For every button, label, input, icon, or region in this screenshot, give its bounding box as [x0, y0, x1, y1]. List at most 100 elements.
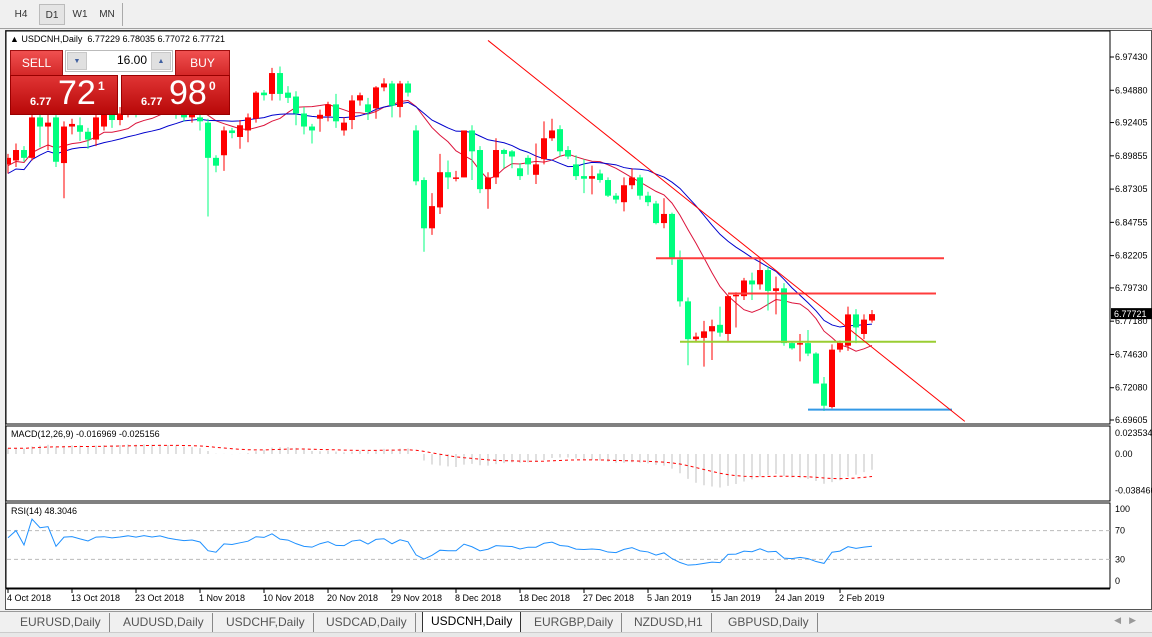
- candle: [285, 86, 291, 104]
- current-price-label: 6.77721: [1114, 309, 1147, 319]
- scroll-right-icon[interactable]: ▶: [1129, 615, 1144, 625]
- date-label: 13 Oct 2018: [71, 593, 120, 603]
- date-label: 20 Nov 2018: [327, 593, 378, 603]
- candle-body: [605, 180, 611, 196]
- candle-body: [317, 114, 323, 119]
- candle-body: [373, 87, 379, 109]
- price-tick-label: 6.92405: [1115, 118, 1148, 128]
- timeframe-d1[interactable]: D1: [39, 4, 65, 25]
- candle-body: [805, 343, 811, 354]
- timeframe-w1[interactable]: W1: [72, 9, 88, 20]
- candle-body: [437, 172, 443, 208]
- lot-size-stepper[interactable]: ▼ 16.00 ▲: [65, 50, 173, 72]
- candle: [589, 165, 595, 195]
- candle-body: [77, 125, 83, 132]
- candle-body: [261, 92, 267, 96]
- sell-price-prefix: 6.77: [30, 96, 52, 108]
- candle: [405, 80, 411, 97]
- date-label: 18 Dec 2018: [519, 593, 570, 603]
- candle: [269, 67, 275, 101]
- candle: [517, 163, 523, 181]
- candle: [261, 90, 267, 101]
- scroll-left-icon[interactable]: ◀: [1114, 615, 1130, 625]
- candle: [213, 155, 219, 173]
- candle-body: [277, 73, 283, 94]
- tab-nzdusd[interactable]: NZDUSD,H1: [626, 613, 712, 632]
- candle: [493, 138, 499, 184]
- candle-body: [61, 126, 67, 164]
- price-tick-label: 6.72080: [1115, 383, 1148, 393]
- tab-eurgbp[interactable]: EURGBP,Daily: [526, 613, 623, 632]
- sell-price-box[interactable]: 6.77 72 1: [10, 74, 118, 115]
- candle: [37, 112, 43, 148]
- candle-body: [181, 113, 187, 118]
- rsi-tick-label: 70: [1115, 526, 1125, 536]
- candle: [205, 118, 211, 217]
- candle-body: [389, 83, 395, 106]
- tab-eurusd[interactable]: EURUSD,Daily: [12, 613, 110, 632]
- date-label: 10 Nov 2018: [263, 593, 314, 603]
- candle: [77, 117, 83, 141]
- triangle-down-icon: ▼: [73, 58, 81, 65]
- candle: [749, 272, 755, 301]
- moving-average-20: [7, 101, 873, 328]
- decrease-lot-button[interactable]: ▼: [67, 52, 87, 70]
- candle-body: [93, 117, 99, 140]
- collapse-triangle-icon[interactable]: ▲: [10, 34, 22, 44]
- candle: [805, 330, 811, 357]
- candle-body: [693, 336, 699, 340]
- tab-usdcnh[interactable]: USDCNH,Daily: [422, 612, 522, 633]
- candle-body: [717, 324, 723, 333]
- candle: [365, 97, 371, 121]
- candle: [325, 101, 331, 122]
- sell-button[interactable]: SELL: [10, 50, 63, 76]
- price-tick-label: 6.97430: [1115, 52, 1148, 62]
- candle-body: [285, 92, 291, 98]
- candle: [557, 125, 563, 157]
- rsi-label: RSI(14) 48.3046: [11, 506, 77, 516]
- candle-body: [245, 117, 251, 131]
- candle-body: [229, 130, 235, 134]
- candle-body: [813, 353, 819, 384]
- candle-body: [7, 157, 11, 165]
- date-label: 29 Nov 2018: [391, 593, 442, 603]
- candle: [21, 146, 27, 162]
- increase-lot-button[interactable]: ▲: [151, 52, 171, 70]
- tab-usdchf[interactable]: USDCHF,Daily: [218, 613, 314, 632]
- buy-price-box[interactable]: 6.77 98 0: [121, 74, 230, 115]
- candle-body: [421, 180, 427, 229]
- candle: [717, 306, 723, 337]
- candle-body: [765, 270, 771, 291]
- macd-plot: [7, 444, 873, 488]
- buy-button[interactable]: BUY: [175, 50, 230, 76]
- candle-body: [853, 314, 859, 328]
- tab-gbpusd[interactable]: GBPUSD,Daily: [720, 613, 818, 632]
- candle: [13, 143, 19, 167]
- tab-audusd[interactable]: AUDUSD,Daily: [115, 613, 213, 632]
- candle-body: [573, 164, 579, 177]
- symbol-ohlc-text: USDCNH,Daily 6.77229 6.78035 6.77072 6.7…: [21, 34, 226, 44]
- lot-size-input[interactable]: 16.00: [116, 53, 147, 67]
- timeframe-mn[interactable]: MN: [99, 9, 115, 20]
- candle: [725, 294, 731, 342]
- candle: [277, 66, 283, 101]
- trend-line: [487, 40, 966, 422]
- timeframe-h4[interactable]: H4: [14, 9, 28, 20]
- price-tick-label: 6.94880: [1115, 85, 1148, 95]
- tab-usdcad[interactable]: USDCAD,Daily: [318, 613, 416, 632]
- candle: [429, 193, 435, 235]
- candle: [437, 153, 443, 214]
- candle-body: [309, 126, 315, 131]
- candle: [821, 377, 827, 411]
- candle: [797, 333, 803, 362]
- candle-body: [565, 150, 571, 157]
- price-tick-label: 6.87305: [1115, 184, 1148, 194]
- candle-body: [821, 383, 827, 406]
- rsi-tick-label: 30: [1115, 554, 1125, 564]
- tab-scroll-arrows[interactable]: ◀▶: [1114, 615, 1144, 626]
- buy-price-fraction: 0: [209, 79, 216, 93]
- rsi-line: [7, 518, 873, 566]
- candle-body: [101, 114, 107, 127]
- price-tick-label: 6.77180: [1115, 316, 1148, 326]
